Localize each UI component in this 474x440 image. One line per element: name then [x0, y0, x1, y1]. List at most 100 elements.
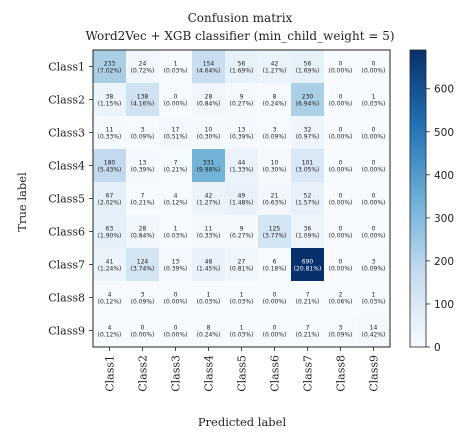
cell-percent-label: (4.64%): [197, 68, 221, 75]
cell-percent-label: (0.81%): [230, 266, 254, 273]
heatmap-cell: [258, 83, 292, 117]
cell-percent-label: (0.39%): [164, 266, 188, 273]
cell-percent-label: (0.00%): [329, 101, 353, 108]
heatmap-cell: [258, 314, 292, 348]
cell-percent-label: (1.69%): [230, 68, 254, 75]
cell-count-label: 7: [141, 193, 145, 200]
cell-percent-label: (0.21%): [164, 167, 188, 174]
heatmap-cell: [192, 248, 226, 282]
cell-percent-label: (0.03%): [362, 101, 386, 108]
row-tick-label: Class4: [48, 160, 85, 173]
heatmap-frame: [92, 49, 391, 348]
cell-count-label: 0: [174, 325, 178, 332]
heatmap-cell: [291, 116, 325, 150]
cell-percent-label: (0.03%): [230, 299, 254, 306]
heatmap-cell: [225, 83, 259, 117]
cell-percent-label: (0.84%): [197, 101, 221, 108]
cell-count-label: 17: [172, 127, 180, 134]
colorbar-tick-label: 400: [434, 170, 454, 182]
colorbar-tick-label: 0: [434, 342, 441, 354]
heatmap-cell: [357, 314, 391, 348]
colorbar: [409, 49, 427, 348]
heatmap-cell: [357, 248, 391, 282]
cell-count-label: 27: [238, 259, 246, 266]
heatmap-cell: [192, 281, 226, 315]
cell-percent-label: (0.00%): [329, 200, 353, 207]
heatmap-cell: [159, 314, 193, 348]
cell-count-label: 41: [106, 259, 114, 266]
cell-percent-label: (1.24%): [98, 266, 122, 273]
cell-percent-label: (9.98%): [197, 167, 221, 174]
cell-count-label: 6: [273, 259, 277, 266]
heatmap-cell: [324, 314, 358, 348]
cell-count-label: 21: [271, 193, 279, 200]
cell-count-label: 0: [273, 292, 277, 299]
cell-percent-label: (7.02%): [98, 68, 122, 75]
heatmap-cell: [357, 50, 391, 84]
cell-percent-label: (1.48%): [230, 200, 254, 207]
cell-percent-label: (0.00%): [329, 233, 353, 240]
cell-count-label: 10: [271, 160, 279, 167]
cell-count-label: 0: [372, 226, 376, 233]
x-axis-label: Predicted label: [198, 415, 287, 429]
cell-percent-label: (3.05%): [296, 167, 320, 174]
heatmap-cell: [93, 50, 127, 84]
heatmap-cell: [159, 281, 193, 315]
cell-count-label: 49: [238, 193, 246, 200]
cell-count-label: 56: [304, 61, 312, 68]
heatmap-cell: [93, 314, 127, 348]
heatmap-cell: [357, 149, 391, 183]
heatmap-cell: [291, 83, 325, 117]
cell-percent-label: (0.39%): [131, 167, 155, 174]
cell-count-label: 3: [372, 259, 376, 266]
colorbar-tick-label: 200: [434, 256, 454, 268]
cell-percent-label: (0.03%): [164, 68, 188, 75]
cell-count-label: 48: [205, 259, 213, 266]
cell-percent-label: (0.00%): [362, 134, 386, 141]
heatmap-cell: [258, 50, 292, 84]
row-tick-label: Class7: [48, 259, 85, 272]
heatmap-cell: [225, 281, 259, 315]
heatmap-cell: [225, 149, 259, 183]
cell-count-label: 11: [106, 127, 114, 134]
cell-percent-label: (0.00%): [362, 233, 386, 240]
heatmap-cell: [192, 116, 226, 150]
cell-count-label: 0: [372, 61, 376, 68]
cell-percent-label: (0.00%): [329, 134, 353, 141]
heatmap-cell: [93, 182, 127, 216]
cell-count-label: 0: [339, 127, 343, 134]
cell-percent-label: (0.30%): [197, 134, 221, 141]
cell-percent-label: (0.18%): [263, 266, 287, 273]
heatmap-cell: [126, 50, 160, 84]
cell-count-label: 0: [339, 259, 343, 266]
heatmap-cell: [225, 248, 259, 282]
cell-count-label: 230: [302, 94, 314, 101]
cell-count-label: 3: [141, 292, 145, 299]
heatmap-cell: [225, 215, 259, 249]
cell-percent-label: (0.12%): [98, 332, 122, 339]
cell-count-label: 13: [172, 259, 180, 266]
heatmap-cell: [258, 149, 292, 183]
cell-count-label: 1: [372, 292, 376, 299]
cell-percent-label: (0.00%): [362, 167, 386, 174]
heatmap-cell: [159, 50, 193, 84]
cell-count-label: 32: [304, 127, 312, 134]
colorbar-tick-label: 300: [434, 213, 454, 225]
heatmap-cell: [93, 116, 127, 150]
heatmap-cell: [126, 314, 160, 348]
heatmap-cell: [258, 281, 292, 315]
cell-count-label: 7: [174, 160, 178, 167]
heatmap-cell: [159, 215, 193, 249]
heatmap-cell: [192, 50, 226, 84]
row-tick-label: Class9: [48, 325, 85, 338]
cell-count-label: 67: [106, 193, 114, 200]
column-tick-label: Class4: [203, 355, 216, 392]
column-tick-label: Class2: [137, 355, 150, 392]
heatmap-cell: [159, 149, 193, 183]
cell-count-label: 4: [174, 193, 178, 200]
cell-count-label: 13: [139, 160, 147, 167]
chart-subtitle: Word2Vec + XGB classifier (min_child_wei…: [85, 29, 394, 43]
heatmap-cell: [126, 215, 160, 249]
heatmap-cell: [192, 314, 226, 348]
cell-percent-label: (0.00%): [164, 101, 188, 108]
